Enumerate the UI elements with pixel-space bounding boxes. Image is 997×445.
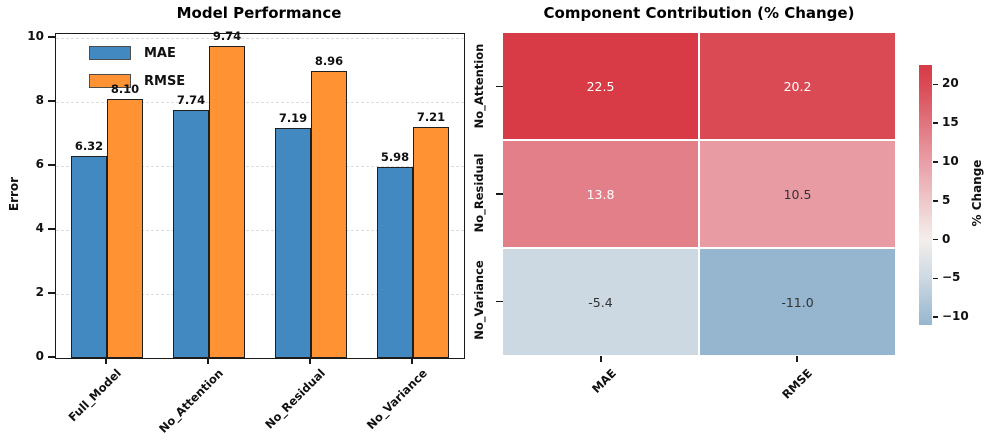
colorbar-tick-15 <box>933 122 938 124</box>
y-tick-label-0: 0 <box>35 349 44 363</box>
legend-item-rmse: RMSE <box>89 70 185 92</box>
legend-item-mae: MAE <box>89 42 185 64</box>
heatmap-cell-no_attention-mae: 22.5 <box>503 33 698 139</box>
bar-value-mae-full_model: 6.32 <box>74 138 104 153</box>
y-tick-2 <box>48 292 55 294</box>
bar-rmse-full_model <box>107 98 143 358</box>
x-tick-full_model <box>105 358 107 364</box>
heatmap-row-tick-no_attention <box>496 85 503 88</box>
bar-value-rmse-no_attention: 9.74 <box>212 29 242 44</box>
bar-chart-legend: MAE RMSE <box>89 42 185 98</box>
bar-mae-no_variance <box>377 166 413 358</box>
y-tick-label-10: 10 <box>27 29 44 43</box>
heatmap-row-label-no_variance: No_Variance <box>472 260 486 341</box>
bar-chart-plot-area: MAE RMSE 6.32 8.10 7.74 9.74 7.19 8.96 5.98 7.2… <box>55 29 465 359</box>
heatmap-col-label-rmse: RMSE <box>779 366 815 402</box>
heatmap-grid: 22.5 20.2 13.8 10.5 -5.4 -11.0 <box>503 33 895 355</box>
colorbar-tick-label-10: 10 <box>942 154 959 168</box>
colorbar-tick-label--5: −5 <box>942 270 961 285</box>
gridline-y2 <box>56 294 464 295</box>
heatmap-cell-no_residual-rmse: 10.5 <box>700 141 895 247</box>
bar-rmse-no_residual <box>311 71 347 358</box>
bar-chart-title: Model Performance <box>176 4 342 22</box>
x-label-full_model: Full_Model <box>65 366 124 425</box>
x-label-no_variance: No_Variance <box>363 366 430 433</box>
bar-mae-full_model <box>71 155 107 358</box>
rmse-color-swatch <box>89 74 131 88</box>
heatmap-col-tick-rmse <box>796 356 798 362</box>
bar-mae-no_residual <box>275 127 311 358</box>
bar-value-mae-no_residual: 7.19 <box>278 110 308 125</box>
colorbar-label: % Change <box>970 159 984 227</box>
y-tick-label-2: 2 <box>35 285 44 299</box>
gridline-y4 <box>56 230 464 231</box>
gridline-y10 <box>56 38 464 39</box>
heatmap-cell-no_variance-mae: -5.4 <box>503 249 698 355</box>
colorbar-tick-label-20: 20 <box>942 76 959 91</box>
y-tick-4 <box>48 228 55 230</box>
gridline-y6 <box>56 166 464 167</box>
x-tick-no_attention <box>207 358 209 364</box>
x-tick-no_variance <box>411 358 413 364</box>
heatmap-row-tick-no_variance <box>496 300 503 303</box>
colorbar-tick-0 <box>933 238 938 241</box>
colorbar-tick-label-15: 15 <box>942 115 959 130</box>
colorbar-tick--5 <box>933 277 938 280</box>
heatmap-col-tick-mae <box>600 356 602 362</box>
legend-label-rmse: RMSE <box>144 73 186 89</box>
heatmap-col-label-mae: MAE <box>589 366 619 396</box>
y-tick-label-8: 8 <box>35 93 44 107</box>
x-label-no_attention: No_Attention <box>156 366 226 436</box>
bar-rmse-no_attention <box>209 46 245 358</box>
colorbar-tick-label-0: 0 <box>942 231 951 246</box>
bar-value-rmse-no_variance: 7.21 <box>416 110 446 125</box>
y-tick-10 <box>48 36 55 38</box>
heatmap-cell-no_attention-rmse: 20.2 <box>700 33 895 139</box>
colorbar-tick-label-5: 5 <box>942 192 951 207</box>
colorbar-tick-10 <box>933 161 938 163</box>
heatmap-cell-no_residual-mae: 13.8 <box>503 141 698 247</box>
bar-value-mae-no_variance: 5.98 <box>380 149 410 164</box>
y-tick-8 <box>48 100 55 102</box>
legend-label-mae: MAE <box>144 45 176 61</box>
x-tick-no_residual <box>309 358 311 364</box>
mae-color-swatch <box>89 46 131 60</box>
colorbar-tick--10 <box>933 316 938 318</box>
colorbar-tick-label--10: −10 <box>942 309 969 324</box>
colorbar <box>919 65 932 325</box>
bar-value-mae-no_attention: 7.74 <box>176 93 206 108</box>
gridline-y8 <box>56 102 464 103</box>
bar-value-rmse-no_residual: 8.96 <box>314 54 344 69</box>
x-label-no_residual: No_Residual <box>262 366 328 432</box>
y-tick-label-6: 6 <box>35 157 44 171</box>
bar-mae-no_attention <box>173 110 209 358</box>
y-tick-label-4: 4 <box>35 221 44 235</box>
bar-chart-y-axis-label: Error <box>7 176 21 212</box>
bar-value-rmse-full_model: 8.10 <box>110 81 140 96</box>
colorbar-tick-5 <box>933 200 938 202</box>
y-tick-6 <box>48 164 55 166</box>
heatmap-row-tick-no_residual <box>496 193 503 195</box>
bar-rmse-no_variance <box>413 127 449 358</box>
heatmap-cell-no_variance-rmse: -11.0 <box>700 249 895 355</box>
colorbar-tick-20 <box>933 83 938 86</box>
heatmap-title: Component Contribution (% Change) <box>543 4 855 22</box>
y-tick-0 <box>48 356 55 358</box>
